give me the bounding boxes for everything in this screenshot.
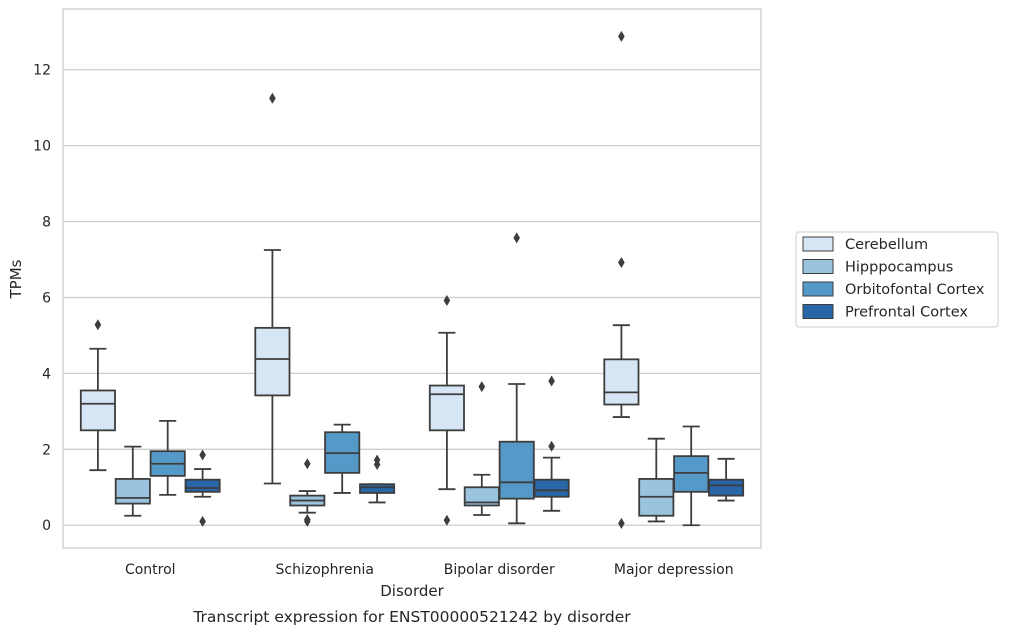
box-hipppocampus [114,445,151,517]
outlier-point [618,257,625,269]
box-prefrontal-cortex [184,449,221,527]
outlier-point [618,30,625,42]
box-cerebellum [254,92,291,485]
box-orbitofontal-cortex [149,419,186,496]
box-body [79,389,116,432]
gridlines [63,69,761,526]
box-orbitofontal-cortex [324,423,361,494]
y-tick-label: 12 [33,63,51,79]
outlier-point [94,319,102,331]
y-tick-labels: 0 2 4 6 8 10 12 [33,63,51,534]
legend: Cerebellum Hipppocampus Orbitofontal Corte… [795,231,999,328]
box-body [359,483,396,494]
box-hipppocampus [463,381,500,516]
box-prefrontal-cortex [708,457,745,502]
legend-label: Prefrontal Cortex [845,305,968,321]
outlier-point [548,375,555,387]
x-tick-label: Schizophrenia [276,562,374,578]
box-hipppocampus [638,437,675,523]
box-prefrontal-cortex [533,375,570,512]
box-body [184,478,221,493]
chart-caption: Transcript expression for ENST0000052124… [192,608,631,626]
y-tick-label: 0 [42,518,51,534]
legend-label: Hipppocampus [845,260,953,276]
legend-swatch [802,281,834,297]
outlier-point [443,514,451,526]
box-orbitofontal-cortex [673,425,710,527]
box-body [533,478,570,498]
outlier-point [304,514,311,526]
box-cerebellum [603,30,640,529]
legend-swatch [802,304,834,319]
y-tick-label: 8 [42,215,51,231]
outlier-point [199,449,206,461]
outlier-point [199,515,206,527]
legend-label: Orbitofontal Cortex [845,282,985,298]
outlier-point [478,381,486,393]
box-body [673,455,710,493]
box-cerebellum [79,319,116,472]
x-tick-label: Control [125,562,176,578]
box-body [114,478,151,505]
outlier-point [618,517,625,529]
outlier-point [304,458,311,470]
y-axis-label: TPMs [7,259,25,299]
x-axis-label: Disorder [380,582,444,600]
x-tick-label: Major depression [614,562,734,578]
x-tick-label: Bipolar disorder [444,562,555,578]
box-group [79,30,745,529]
box-cerebellum [428,295,465,526]
box-body [603,358,640,406]
y-tick-label: 2 [42,442,51,458]
legend-swatch [802,259,834,274]
legend-frame [795,231,999,328]
outlier-point [548,440,555,452]
box-body [708,478,745,497]
box-body [428,384,465,432]
x-tick-labels: Control Schizophrenia Bipolar disorder Majo… [125,562,734,578]
box-prefrontal-cortex [359,454,396,504]
y-tick-label: 4 [42,366,51,382]
y-tick-label: 10 [33,139,51,155]
legend-label: Cerebellum [845,237,928,253]
box-hipppocampus [289,458,326,527]
outlier-point [443,295,451,307]
box-body [498,440,535,500]
outlier-point [373,458,381,470]
plot-frame [62,8,762,549]
y-tick-label: 6 [42,290,51,306]
legend-swatch [802,236,834,252]
box-orbitofontal-cortex [498,232,535,525]
box-body [254,326,291,397]
outlier-point [269,92,276,104]
outlier-point [513,232,520,244]
